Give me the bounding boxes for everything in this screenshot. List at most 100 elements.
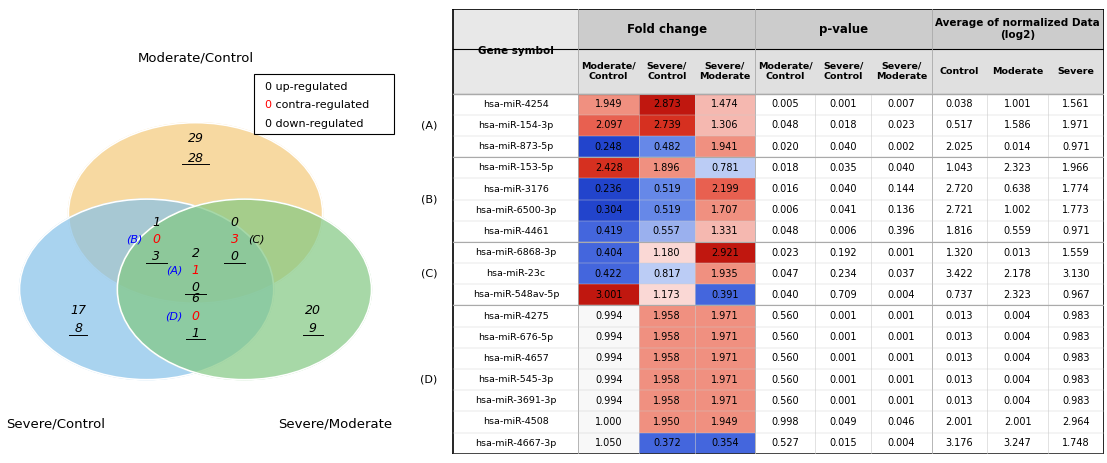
Text: Moderate: Moderate — [992, 67, 1043, 76]
Text: 1.971: 1.971 — [711, 311, 738, 321]
Circle shape — [117, 199, 372, 380]
Text: 1.774: 1.774 — [1062, 184, 1089, 194]
Text: 0.983: 0.983 — [1062, 311, 1089, 321]
FancyBboxPatch shape — [639, 348, 695, 369]
FancyBboxPatch shape — [695, 412, 755, 432]
Text: 1.474: 1.474 — [711, 99, 738, 109]
Text: p-value: p-value — [819, 23, 868, 36]
Text: 0.994: 0.994 — [594, 375, 622, 385]
Text: 0.391: 0.391 — [711, 290, 738, 300]
Text: 3.130: 3.130 — [1062, 269, 1089, 279]
FancyBboxPatch shape — [695, 221, 755, 242]
Text: 0.404: 0.404 — [594, 248, 622, 257]
FancyBboxPatch shape — [695, 432, 755, 454]
Text: (B): (B) — [421, 194, 437, 205]
Text: Severe/
Moderate: Severe/ Moderate — [700, 62, 751, 81]
FancyBboxPatch shape — [639, 94, 695, 115]
Text: 1.331: 1.331 — [711, 226, 738, 237]
Text: 1.001: 1.001 — [1004, 99, 1032, 109]
Text: hsa-miR-154-3p: hsa-miR-154-3p — [478, 121, 554, 130]
Text: 0: 0 — [230, 250, 239, 263]
Text: hsa-miR-23c: hsa-miR-23c — [486, 269, 546, 278]
Text: 2.323: 2.323 — [1004, 290, 1032, 300]
Text: 0.638: 0.638 — [1004, 184, 1032, 194]
Text: 1.306: 1.306 — [711, 120, 738, 131]
FancyBboxPatch shape — [695, 136, 755, 157]
Text: 1.173: 1.173 — [653, 290, 681, 300]
Text: 0.046: 0.046 — [888, 417, 915, 427]
Text: contra-regulated: contra-regulated — [272, 100, 370, 110]
Text: 0.037: 0.037 — [888, 269, 915, 279]
Text: Severe/Moderate: Severe/Moderate — [279, 417, 393, 430]
FancyBboxPatch shape — [454, 9, 579, 94]
FancyBboxPatch shape — [579, 94, 639, 115]
Text: 0.983: 0.983 — [1062, 396, 1089, 406]
Text: 1.935: 1.935 — [711, 269, 738, 279]
FancyBboxPatch shape — [454, 178, 1104, 200]
Text: 0.049: 0.049 — [829, 417, 857, 427]
Text: 0.372: 0.372 — [653, 438, 681, 448]
Text: 2.097: 2.097 — [594, 120, 622, 131]
Text: 1.958: 1.958 — [653, 375, 681, 385]
FancyBboxPatch shape — [454, 9, 1104, 49]
Text: 1.320: 1.320 — [945, 248, 973, 257]
Text: 0.004: 0.004 — [1004, 353, 1032, 363]
Text: 0.396: 0.396 — [888, 226, 915, 237]
Text: 1.958: 1.958 — [653, 332, 681, 342]
FancyBboxPatch shape — [695, 157, 755, 178]
Text: 0.001: 0.001 — [888, 311, 915, 321]
FancyBboxPatch shape — [639, 327, 695, 348]
Text: 0.482: 0.482 — [653, 142, 681, 152]
Text: 0.519: 0.519 — [653, 184, 681, 194]
Text: 2.001: 2.001 — [945, 417, 973, 427]
FancyBboxPatch shape — [454, 200, 1104, 221]
Text: 0.015: 0.015 — [829, 438, 857, 448]
Text: 3.422: 3.422 — [945, 269, 973, 279]
FancyBboxPatch shape — [454, 412, 1104, 432]
Text: 0.040: 0.040 — [829, 184, 857, 194]
Text: 0.994: 0.994 — [594, 396, 622, 406]
Text: 0.001: 0.001 — [829, 332, 857, 342]
Text: 0.023: 0.023 — [888, 120, 915, 131]
Text: 20: 20 — [304, 304, 321, 317]
Text: hsa-miR-6500-3p: hsa-miR-6500-3p — [475, 206, 557, 215]
FancyBboxPatch shape — [454, 327, 1104, 348]
Text: 0.560: 0.560 — [772, 311, 799, 321]
Text: 1.971: 1.971 — [711, 375, 738, 385]
Text: 1: 1 — [153, 216, 161, 229]
FancyBboxPatch shape — [639, 369, 695, 390]
Text: 0: 0 — [263, 119, 271, 129]
Text: 0.047: 0.047 — [772, 269, 799, 279]
Text: 2.720: 2.720 — [945, 184, 973, 194]
Text: 1.950: 1.950 — [653, 417, 681, 427]
Text: 1.043: 1.043 — [945, 163, 973, 173]
Text: 0.234: 0.234 — [829, 269, 857, 279]
Text: 0: 0 — [192, 282, 199, 294]
Text: 2.178: 2.178 — [1004, 269, 1032, 279]
FancyBboxPatch shape — [695, 115, 755, 136]
FancyBboxPatch shape — [695, 178, 755, 200]
Text: hsa-miR-6868-3p: hsa-miR-6868-3p — [475, 248, 557, 257]
FancyBboxPatch shape — [454, 284, 1104, 306]
FancyBboxPatch shape — [695, 94, 755, 115]
Text: 0.016: 0.016 — [772, 184, 799, 194]
Text: 0.971: 0.971 — [1062, 142, 1089, 152]
FancyBboxPatch shape — [639, 306, 695, 327]
Text: 0.560: 0.560 — [772, 332, 799, 342]
Text: 0.971: 0.971 — [1062, 226, 1089, 237]
Text: 0.248: 0.248 — [594, 142, 622, 152]
Text: hsa-miR-4461: hsa-miR-4461 — [483, 227, 549, 236]
Text: 0.001: 0.001 — [829, 375, 857, 385]
Text: 0.422: 0.422 — [594, 269, 622, 279]
FancyBboxPatch shape — [579, 327, 639, 348]
Text: 0.983: 0.983 — [1062, 375, 1089, 385]
Text: (C): (C) — [421, 269, 437, 279]
Text: Severe/
Control: Severe/ Control — [824, 62, 863, 81]
Text: hsa-miR-873-5p: hsa-miR-873-5p — [478, 142, 554, 151]
Text: 0: 0 — [263, 81, 271, 92]
Text: hsa-miR-153-5p: hsa-miR-153-5p — [478, 163, 554, 172]
FancyBboxPatch shape — [639, 390, 695, 412]
Text: 1.559: 1.559 — [1062, 248, 1089, 257]
Text: 0.002: 0.002 — [888, 142, 915, 152]
Text: 2.873: 2.873 — [653, 99, 681, 109]
